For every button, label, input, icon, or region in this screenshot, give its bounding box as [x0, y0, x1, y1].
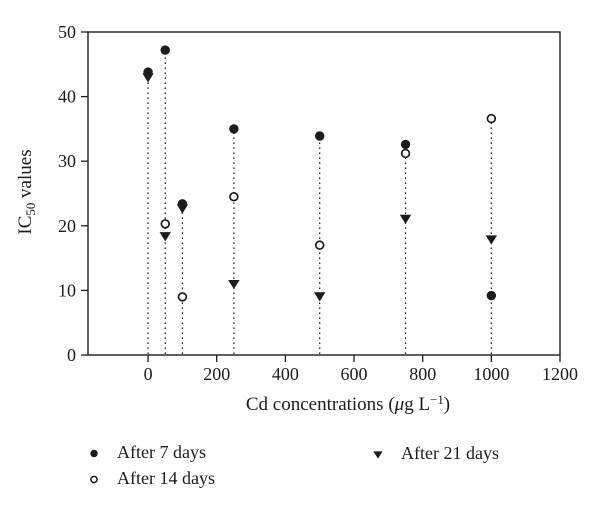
x-tick-label: 800 — [409, 364, 436, 384]
x-tick-label: 1000 — [473, 364, 509, 384]
marker-after-14-days — [314, 240, 325, 250]
y-tick-label: 30 — [58, 151, 76, 171]
y-tick-label: 50 — [58, 22, 76, 42]
mu-symbol: μ — [394, 393, 405, 415]
marker-after-21-days — [176, 204, 189, 214]
filled-triangle-down-icon — [373, 450, 383, 459]
y-axis-label: IC50 values — [15, 149, 39, 234]
legend-label-after-14-days: After 14 days — [117, 468, 215, 488]
marker-after-14-days — [229, 191, 239, 202]
marker-after-7-days — [315, 131, 325, 141]
marker-after-7-days — [400, 139, 411, 150]
marker-after-14-days — [160, 219, 170, 229]
y-tick-label: 10 — [58, 280, 76, 300]
y-tick-label: 40 — [58, 87, 76, 107]
marker-after-7-days — [486, 290, 497, 301]
x-axis-label-close: ) — [443, 393, 451, 415]
x-axis-label-text: Cd concentrations ( — [245, 393, 395, 415]
x-tick-label: 1200 — [542, 364, 578, 384]
x-axis-label-units: g L — [404, 393, 431, 415]
marker-after-14-days — [177, 292, 188, 302]
marker-after-21-days — [228, 279, 240, 290]
marker-after-14-days — [486, 113, 497, 124]
marker-after-14-days — [400, 148, 411, 159]
open-circle-icon — [90, 475, 98, 483]
legend-item-after-14-days: After 14 days — [86, 468, 215, 489]
plot-frame — [87, 31, 561, 356]
legend-item-after-21-days: After 21 days — [370, 443, 499, 464]
y-axis-label-text: IC — [15, 215, 37, 235]
marker-after-21-days — [485, 235, 498, 245]
y-tick-label: 20 — [58, 216, 76, 236]
marker-after-7-days — [160, 45, 170, 55]
marker-after-21-days — [159, 232, 171, 242]
x-tick-label: 400 — [272, 364, 299, 384]
filled-circle-icon — [90, 449, 98, 457]
x-axis-label: Cd concentrations (μg L−1) — [246, 392, 450, 416]
legend-label-after-7-days: After 7 days — [117, 442, 206, 462]
x-tick-label: 200 — [203, 364, 230, 384]
legend-item-after-7-days: After 7 days — [86, 442, 206, 463]
marker-after-21-days — [399, 214, 412, 224]
x-tick-label: 600 — [341, 364, 368, 384]
marker-after-7-days — [229, 124, 239, 134]
y-tick-label: 0 — [67, 345, 76, 365]
marker-after-21-days — [142, 73, 154, 83]
y-axis-label-rest: values — [15, 149, 37, 203]
x-tick-label: 0 — [144, 364, 153, 384]
x-axis-label-superscript: −1 — [430, 392, 444, 407]
y-axis-label-subscript: 50 — [22, 202, 38, 216]
legend-label-after-21-days: After 21 days — [401, 443, 499, 463]
marker-after-21-days — [314, 292, 326, 302]
